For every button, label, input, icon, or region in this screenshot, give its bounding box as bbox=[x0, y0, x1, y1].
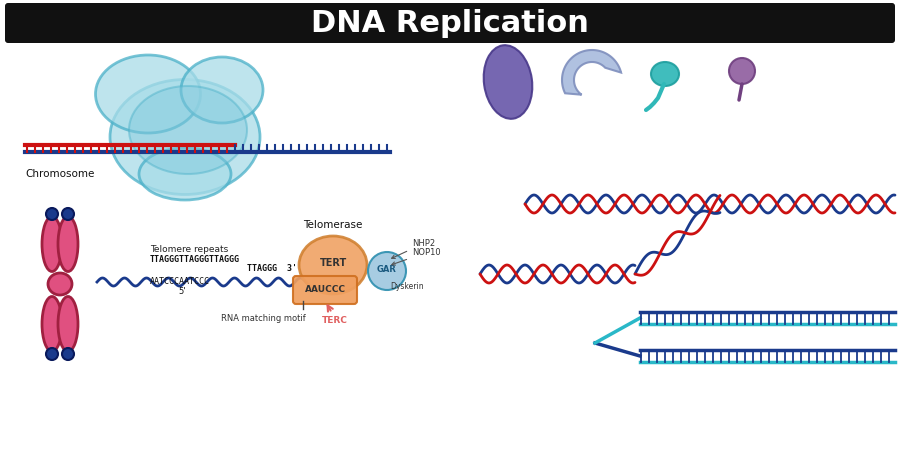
Ellipse shape bbox=[299, 236, 367, 294]
Text: Telomerase: Telomerase bbox=[303, 220, 363, 230]
Text: TTAGGG  3': TTAGGG 3' bbox=[247, 264, 297, 273]
Ellipse shape bbox=[58, 296, 78, 352]
FancyBboxPatch shape bbox=[5, 3, 895, 43]
Circle shape bbox=[46, 208, 58, 220]
Ellipse shape bbox=[139, 148, 231, 200]
Ellipse shape bbox=[483, 45, 532, 119]
Circle shape bbox=[368, 252, 406, 290]
Text: NOP10: NOP10 bbox=[392, 248, 441, 265]
Circle shape bbox=[62, 208, 74, 220]
Text: TERC: TERC bbox=[322, 316, 348, 325]
FancyBboxPatch shape bbox=[293, 276, 357, 304]
Text: 5': 5' bbox=[178, 287, 185, 296]
Text: AATCCCAATCCC: AATCCCAATCCC bbox=[150, 277, 210, 286]
Text: Chromosome: Chromosome bbox=[25, 169, 94, 179]
Text: RNA matching motif: RNA matching motif bbox=[220, 314, 305, 323]
Ellipse shape bbox=[42, 296, 62, 352]
Circle shape bbox=[729, 58, 755, 84]
Text: TERT: TERT bbox=[320, 258, 346, 268]
Text: Telomere repeats: Telomere repeats bbox=[150, 245, 229, 254]
Ellipse shape bbox=[95, 55, 201, 133]
Ellipse shape bbox=[42, 217, 62, 271]
Polygon shape bbox=[562, 50, 621, 95]
Ellipse shape bbox=[181, 57, 263, 123]
Text: DNA Replication: DNA Replication bbox=[311, 8, 589, 37]
Text: Dyskerin: Dyskerin bbox=[390, 282, 424, 291]
Ellipse shape bbox=[110, 79, 260, 194]
Ellipse shape bbox=[58, 217, 78, 271]
Text: TTAGGGTTAGGGTTAGGG: TTAGGGTTAGGGTTAGGG bbox=[150, 255, 240, 264]
Circle shape bbox=[46, 348, 58, 360]
Text: AAUCCC: AAUCCC bbox=[304, 286, 346, 295]
Text: GAR: GAR bbox=[377, 264, 397, 273]
Ellipse shape bbox=[651, 62, 679, 86]
Ellipse shape bbox=[129, 86, 247, 174]
Ellipse shape bbox=[48, 273, 72, 295]
Circle shape bbox=[62, 348, 74, 360]
Text: NHP2: NHP2 bbox=[392, 239, 435, 258]
